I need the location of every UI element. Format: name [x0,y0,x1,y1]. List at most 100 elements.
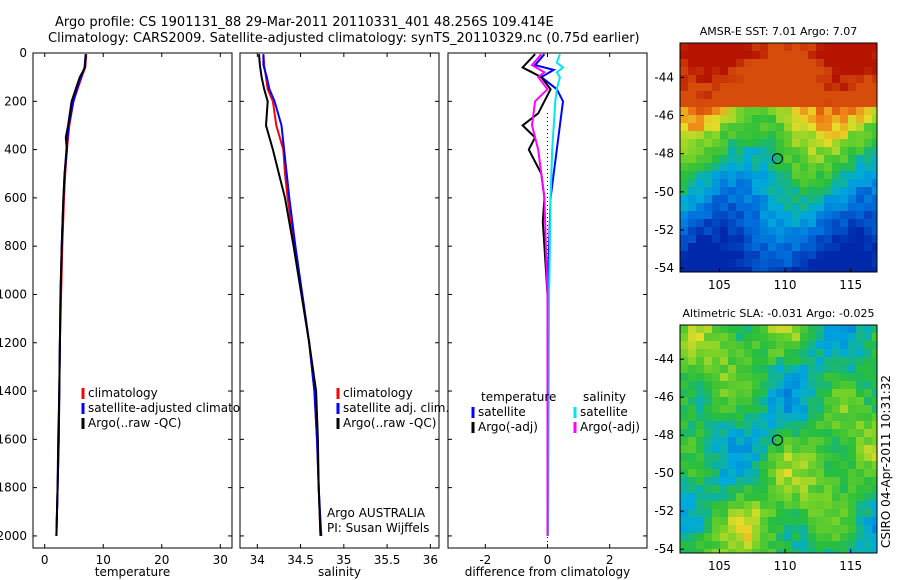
heatmap-cell [752,341,760,349]
heatmap-cell [824,549,832,553]
heatmap-cell [808,59,816,67]
heatmap-cell [792,349,800,357]
heatmap-cell [816,437,824,445]
heatmap-cell [720,341,728,349]
heatmap-cell [808,163,816,171]
heatmap-cell [688,437,696,445]
heatmap-cell [856,139,864,147]
heatmap-cell [720,195,728,203]
heatmap-cell [760,187,768,195]
heatmap-cell [752,243,760,251]
x-tick-label: 115 [839,559,862,573]
heatmap-cell [736,333,744,341]
heatmap-cell [784,461,792,469]
heatmap-cell [808,477,816,485]
heatmap-cell [872,517,877,525]
heatmap-cell [864,43,872,51]
heatmap-cell [784,211,792,219]
heatmap-cell [864,155,872,163]
heatmap-cell [760,373,768,381]
heatmap-cell [848,91,856,99]
heatmap-cell [728,365,736,373]
heatmap-cell [840,501,848,509]
heatmap-cell [768,235,776,243]
heatmap-cell [720,251,728,259]
heatmap-cell [760,509,768,517]
heatmap-cell [848,357,856,365]
heatmap-cell [872,259,877,267]
heatmap-cell [696,341,704,349]
heatmap-cell [784,147,792,155]
heatmap-cell [848,251,856,259]
heatmap-cell [776,59,784,67]
heatmap-cell [760,381,768,389]
heatmap-cell [816,43,824,51]
heatmap-cell [728,333,736,341]
heatmap-cell [752,517,760,525]
heatmap-cell [784,413,792,421]
heatmap-cell [808,325,816,333]
heatmap-cell [856,251,864,259]
heatmap-cell [704,461,712,469]
heatmap-cell [776,139,784,147]
heatmap-cell [808,219,816,227]
heatmap-cell [856,469,864,477]
heatmap-cell [768,389,776,397]
heatmap-cell [752,469,760,477]
heatmap-cell [752,235,760,243]
heatmap-cell [768,259,776,267]
heatmap-cell [816,59,824,67]
heatmap-cell [776,541,784,549]
heatmap-cell [752,413,760,421]
heatmap-cell [840,421,848,429]
heatmap-cell [752,437,760,445]
heatmap-cell [760,461,768,469]
heatmap-cell [712,107,720,115]
heatmap-cell [848,59,856,67]
heatmap-cell [720,211,728,219]
heatmap-cell [704,341,712,349]
heatmap-cell [784,341,792,349]
heatmap-cell [848,469,856,477]
heatmap-cell [808,139,816,147]
heatmap-cell [728,115,736,123]
heatmap-cell [688,333,696,341]
heatmap-cell [760,485,768,493]
heatmap-cell [784,235,792,243]
heatmap-cell [688,461,696,469]
heatmap-cell [768,75,776,83]
heatmap-cell [720,501,728,509]
heatmap-cell [872,163,877,171]
heatmap-cell [800,429,808,437]
heatmap-cell [832,219,840,227]
heatmap-cell [776,211,784,219]
heatmap-cell [840,493,848,501]
heatmap-cell [736,469,744,477]
heatmap-cell [712,413,720,421]
heatmap-cell [680,59,688,67]
heatmap-cell [760,171,768,179]
heatmap-cell [808,461,816,469]
heatmap-cell [824,243,832,251]
heatmap-cell [808,51,816,59]
heatmap-cell [872,227,877,235]
heatmap-cell [760,147,768,155]
heatmap-cell [856,325,864,333]
heatmap-cell [840,469,848,477]
heatmap-cell [792,445,800,453]
heatmap-cell [744,421,752,429]
heatmap-cell [704,405,712,413]
heatmap-cell [856,163,864,171]
heatmap-cell [824,227,832,235]
heatmap-cell [816,187,824,195]
x-tick-label: -2 [479,553,491,567]
heatmap-cell [728,195,736,203]
heatmap-cell [864,517,872,525]
heatmap-cell [848,235,856,243]
heatmap-cell [680,381,688,389]
heatmap-cell [824,365,832,373]
heatmap-cell [752,163,760,171]
heatmap-cell [776,533,784,541]
heatmap-cell [776,195,784,203]
heatmap-cell [848,259,856,267]
